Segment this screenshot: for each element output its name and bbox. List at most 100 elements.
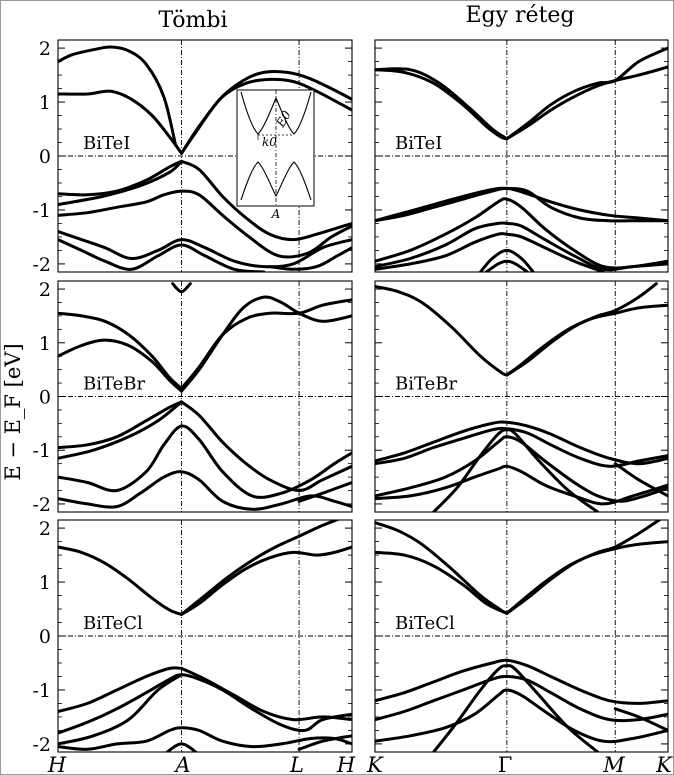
panel-bitei-bulk-ytick-label-0: -2 [32, 254, 51, 276]
panel-bitebr-monolayer-band-8 [613, 462, 668, 498]
inset-valence-band [240, 161, 312, 201]
panel-bitebr-bulk-band-7 [180, 400, 352, 492]
y-axis-label: E − E_F [eV] [1, 343, 25, 480]
panel-bitecl-bulk-material-label: BiTeCl [83, 613, 143, 634]
column-title-monolayer: Egy réteg [465, 3, 574, 28]
panel-bitei-bulk-ytick-label-3: 1 [39, 92, 51, 114]
panel-bitebr-bulk-band-0 [58, 311, 183, 390]
panel-bitebr-bulk-ytick-label-4: 2 [39, 279, 51, 301]
panel-bitecl-bulk-ytick-label-1: -1 [32, 680, 51, 702]
panel-bitecl-monolayer-band-4 [375, 658, 668, 705]
panel-bitei-bulk-band-7 [58, 189, 352, 259]
panel-bitei-monolayer-band-10 [484, 259, 529, 272]
panel-bitecl-bulk-ytick-label-0: -2 [32, 734, 51, 756]
panel-bitecl-monolayer-band-6 [375, 688, 668, 744]
inset-zoom: k0 E0 A [236, 89, 315, 221]
panel-bitebr-bulk-ytick-label-1: -1 [32, 440, 51, 462]
panel-bitei-monolayer-band-4 [375, 186, 668, 223]
panel-bitebr-bulk-band-3 [180, 298, 352, 390]
panel-bitebr-bulk-ytick-label-0: -2 [32, 494, 51, 516]
panel-bitebr-bulk-band-1 [58, 338, 183, 393]
inset-k-label: A [271, 207, 281, 221]
kpoint-label-mono-gamma: Γ [498, 753, 513, 775]
kpoint-label-bulk-h-end: H [336, 753, 356, 775]
panel-bitecl-bulk-band-4 [180, 666, 352, 722]
panel-bitebr-bulk-material-label: BiTeBr [83, 374, 145, 395]
panel-bitecl-bulk-band-0 [58, 545, 183, 616]
panel-bitei-bulk-band-5 [58, 159, 183, 207]
panel-bitei-monolayer-band-2 [505, 65, 668, 141]
panel-bitecl-bulk-band-7 [58, 726, 352, 751]
panel-bitei-monolayer-band-8 [375, 232, 605, 272]
panel-bitei-bulk-band-9 [58, 238, 266, 272]
kpoint-label-mono-k-start: K [366, 753, 384, 775]
panel-bitebr-bulk-band-4 [171, 282, 192, 294]
panel-bitei-bulk: -2 -1 0 1 2 BiTeI [32, 38, 353, 276]
panel-bitebr-bulk-band-6 [58, 400, 183, 460]
panel-bitebr-monolayer: BiTeBr [374, 280, 669, 513]
panel-bitei-bulk-bands [58, 45, 352, 272]
inset-frame [236, 89, 315, 207]
panel-bitecl-monolayer-band-3 [505, 520, 661, 615]
panel-bitei-monolayer-band-7 [375, 221, 668, 272]
panel-bitecl-bulk-ytick-label-4: 2 [39, 518, 51, 540]
panel-bitebr-bulk-band-10 [297, 481, 352, 503]
panel-bitecl-monolayer-material-label: BiTeCl [395, 613, 455, 634]
panel-bitebr-monolayer-bands [375, 282, 668, 512]
panel-bitei-monolayer-band-9 [479, 248, 535, 272]
panel-bitecl-bulk-band-6 [58, 673, 183, 746]
kpoint-label-bulk-a: A [173, 753, 190, 775]
panel-bitei-bulk-ytick-label-2: 0 [39, 146, 51, 168]
panel-bitei-bulk-band-1 [58, 89, 183, 155]
kpoint-label-mono-m: M [602, 753, 625, 775]
panel-bitebr-bulk: -2 -1 0 1 2 BiTeBr [32, 279, 353, 516]
panel-bitebr-bulk-band-5 [58, 400, 183, 449]
panel-bitebr-monolayer-material-label: BiTeBr [395, 374, 457, 395]
panel-bitebr-bulk-ytick-label-3: 1 [39, 333, 51, 355]
panel-bitecl-bulk-band-1 [180, 545, 352, 616]
panel-bitei-bulk-band-6 [180, 159, 352, 242]
panel-bitecl-bulk-band-3 [58, 666, 183, 713]
panel-bitei-monolayer-band-1 [375, 67, 509, 141]
panel-bitebr-bulk-ytick-label-2: 0 [39, 387, 51, 409]
panel-bitecl-bulk-ytick-label-2: 0 [39, 626, 51, 648]
panel-bitei-bulk-ytick-label-1: -1 [32, 200, 51, 222]
panel-bitebr-monolayer-band-6 [375, 464, 668, 506]
panel-bitecl-monolayer-band-1 [375, 550, 509, 615]
panel-bitei-bulk-band-0 [58, 45, 178, 147]
panel-bitei-monolayer-band-0 [375, 68, 509, 141]
panel-bitebr-monolayer-band-0 [375, 284, 509, 377]
kpoint-label-bulk-h-start: H [47, 753, 67, 775]
panel-bitebr-monolayer-band-3 [375, 420, 668, 466]
panel-bitecl-monolayer-band-8 [613, 707, 668, 732]
panel-bitecl-bulk-band-9 [297, 734, 352, 751]
y-axis-label-text: E − E_F [eV] [1, 343, 25, 480]
panel-bitei-bulk-band-4 [58, 159, 183, 197]
panel-bitei-monolayer: BiTeI [374, 39, 669, 273]
panel-bitei-monolayer-band-5 [375, 186, 668, 223]
kpoint-label-bulk-l: L [289, 753, 304, 775]
panel-bitei-monolayer-band-3 [505, 46, 668, 141]
panel-bitecl-bulk-band-2 [180, 520, 341, 616]
panel-bitecl-monolayer-bands [375, 520, 668, 752]
panel-bitei-bulk-band-10 [268, 246, 352, 271]
panel-bitecl-monolayer-band-7 [432, 664, 600, 752]
panel-bitei-monolayer-bands [375, 46, 668, 272]
panel-bitei-bulk-material-label: BiTeI [83, 133, 130, 154]
panel-bitebr-bulk-band-8 [58, 424, 352, 499]
panel-bitei-monolayer-band-6 [375, 197, 668, 270]
inset-conduction-band [240, 91, 312, 135]
panel-bitecl-bulk-band-5 [58, 673, 352, 735]
column-title-bulk: Tömbi [158, 8, 227, 33]
panels: -2 -1 0 1 2 BiTeI -2 -1 0 1 2 BiTeBr -2 -1 0 1 2 BiTeCl Bi… [32, 38, 669, 756]
panel-bitecl-bulk-ytick-label-3: 1 [39, 572, 51, 594]
panel-bitebr-monolayer-band-2 [505, 282, 658, 377]
panel-bitecl-monolayer: BiTeCl [374, 519, 669, 753]
panel-bitei-bulk-ytick-label-4: 2 [39, 38, 51, 60]
kpoint-label-mono-k-end: K [655, 753, 673, 775]
k-axis-labels: H A L H K Γ M K [47, 753, 673, 775]
panel-bitebr-monolayer-band-4 [375, 426, 668, 468]
panel-bitebr-monolayer-band-7 [432, 428, 600, 512]
